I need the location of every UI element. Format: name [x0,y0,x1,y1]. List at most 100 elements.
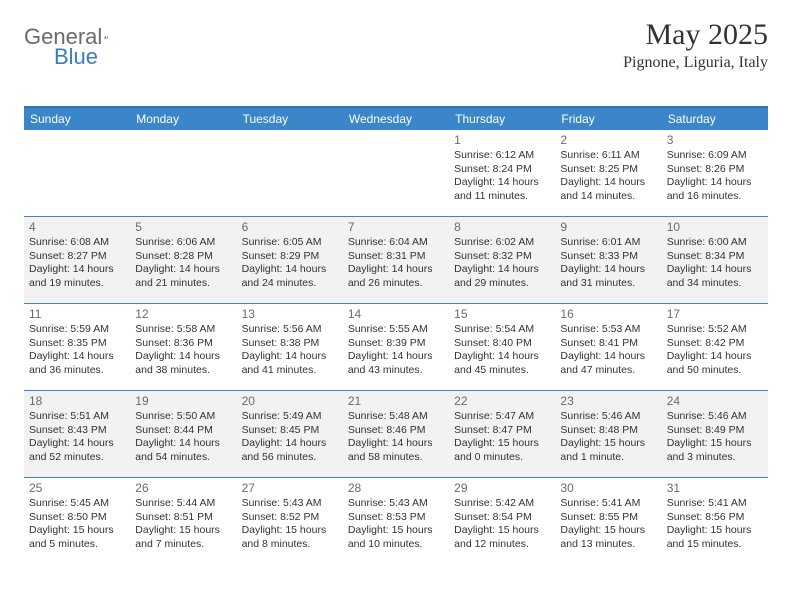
calendar-cell: 23Sunrise: 5:46 AMSunset: 8:48 PMDayligh… [555,391,661,477]
calendar-cell: 30Sunrise: 5:41 AMSunset: 8:55 PMDayligh… [555,478,661,564]
daylight-text: Daylight: 14 hours and 29 minutes. [454,263,550,290]
logo-word2-wrap: Blue [54,44,98,70]
day-number: 12 [135,307,231,321]
sunrise-text: Sunrise: 5:55 AM [348,323,444,337]
daylight-text: Daylight: 14 hours and 45 minutes. [454,350,550,377]
sunrise-text: Sunrise: 5:44 AM [135,497,231,511]
sunrise-text: Sunrise: 5:54 AM [454,323,550,337]
weekday-header: Monday [130,108,236,130]
day-number: 24 [667,394,763,408]
calendar-cell: 24Sunrise: 5:46 AMSunset: 8:49 PMDayligh… [662,391,768,477]
calendar-cell [130,130,236,216]
calendar-cell: 13Sunrise: 5:56 AMSunset: 8:38 PMDayligh… [237,304,343,390]
calendar-cell: 21Sunrise: 5:48 AMSunset: 8:46 PMDayligh… [343,391,449,477]
month-title: May 2025 [623,18,768,52]
logo-word2: Blue [54,44,98,69]
daylight-text: Daylight: 14 hours and 31 minutes. [560,263,656,290]
calendar-cell: 5Sunrise: 6:06 AMSunset: 8:28 PMDaylight… [130,217,236,303]
sunrise-text: Sunrise: 5:41 AM [560,497,656,511]
calendar-week: 1Sunrise: 6:12 AMSunset: 8:24 PMDaylight… [24,130,768,216]
day-number: 17 [667,307,763,321]
daylight-text: Daylight: 15 hours and 5 minutes. [29,524,125,551]
sunset-text: Sunset: 8:53 PM [348,511,444,525]
daylight-text: Daylight: 15 hours and 8 minutes. [242,524,338,551]
weeks-container: 1Sunrise: 6:12 AMSunset: 8:24 PMDaylight… [24,130,768,564]
day-number: 11 [29,307,125,321]
day-number: 19 [135,394,231,408]
daylight-text: Daylight: 14 hours and 43 minutes. [348,350,444,377]
sunrise-text: Sunrise: 5:49 AM [242,410,338,424]
calendar-week: 25Sunrise: 5:45 AMSunset: 8:50 PMDayligh… [24,477,768,564]
title-block: May 2025 Pignone, Liguria, Italy [623,18,768,72]
sunset-text: Sunset: 8:38 PM [242,337,338,351]
day-number: 3 [667,133,763,147]
calendar-week: 18Sunrise: 5:51 AMSunset: 8:43 PMDayligh… [24,390,768,477]
calendar-cell: 17Sunrise: 5:52 AMSunset: 8:42 PMDayligh… [662,304,768,390]
logo-sail-icon [104,29,108,45]
calendar-week: 4Sunrise: 6:08 AMSunset: 8:27 PMDaylight… [24,216,768,303]
sunrise-text: Sunrise: 5:50 AM [135,410,231,424]
calendar-cell: 1Sunrise: 6:12 AMSunset: 8:24 PMDaylight… [449,130,555,216]
sunset-text: Sunset: 8:36 PM [135,337,231,351]
calendar-cell: 29Sunrise: 5:42 AMSunset: 8:54 PMDayligh… [449,478,555,564]
calendar-cell: 9Sunrise: 6:01 AMSunset: 8:33 PMDaylight… [555,217,661,303]
daylight-text: Daylight: 14 hours and 14 minutes. [560,176,656,203]
sunrise-text: Sunrise: 6:11 AM [560,149,656,163]
calendar-cell [24,130,130,216]
daylight-text: Daylight: 14 hours and 26 minutes. [348,263,444,290]
calendar-cell: 20Sunrise: 5:49 AMSunset: 8:45 PMDayligh… [237,391,343,477]
sunrise-text: Sunrise: 5:56 AM [242,323,338,337]
sunset-text: Sunset: 8:27 PM [29,250,125,264]
sunset-text: Sunset: 8:51 PM [135,511,231,525]
day-number: 2 [560,133,656,147]
day-number: 28 [348,481,444,495]
sunset-text: Sunset: 8:34 PM [667,250,763,264]
day-number: 10 [667,220,763,234]
sunrise-text: Sunrise: 5:53 AM [560,323,656,337]
sunset-text: Sunset: 8:29 PM [242,250,338,264]
day-number: 15 [454,307,550,321]
day-number: 25 [29,481,125,495]
calendar-page: General May 2025 Pignone, Liguria, Italy… [0,0,792,574]
day-number: 21 [348,394,444,408]
daylight-text: Daylight: 15 hours and 0 minutes. [454,437,550,464]
day-number: 8 [454,220,550,234]
day-number: 16 [560,307,656,321]
sunset-text: Sunset: 8:46 PM [348,424,444,438]
sunrise-text: Sunrise: 5:41 AM [667,497,763,511]
day-number: 20 [242,394,338,408]
weekday-header: Wednesday [343,108,449,130]
daylight-text: Daylight: 15 hours and 1 minute. [560,437,656,464]
daylight-text: Daylight: 14 hours and 16 minutes. [667,176,763,203]
day-number: 5 [135,220,231,234]
sunset-text: Sunset: 8:44 PM [135,424,231,438]
daylight-text: Daylight: 14 hours and 47 minutes. [560,350,656,377]
calendar-cell: 22Sunrise: 5:47 AMSunset: 8:47 PMDayligh… [449,391,555,477]
sunrise-text: Sunrise: 5:47 AM [454,410,550,424]
sunset-text: Sunset: 8:33 PM [560,250,656,264]
day-number: 14 [348,307,444,321]
daylight-text: Daylight: 15 hours and 7 minutes. [135,524,231,551]
sunset-text: Sunset: 8:49 PM [667,424,763,438]
daylight-text: Daylight: 15 hours and 10 minutes. [348,524,444,551]
sunset-text: Sunset: 8:55 PM [560,511,656,525]
sunset-text: Sunset: 8:50 PM [29,511,125,525]
sunrise-text: Sunrise: 5:45 AM [29,497,125,511]
day-number: 22 [454,394,550,408]
sunset-text: Sunset: 8:35 PM [29,337,125,351]
sunrise-text: Sunrise: 6:04 AM [348,236,444,250]
calendar-cell: 7Sunrise: 6:04 AMSunset: 8:31 PMDaylight… [343,217,449,303]
weekday-header: Tuesday [237,108,343,130]
daylight-text: Daylight: 14 hours and 38 minutes. [135,350,231,377]
calendar-cell: 3Sunrise: 6:09 AMSunset: 8:26 PMDaylight… [662,130,768,216]
daylight-text: Daylight: 14 hours and 52 minutes. [29,437,125,464]
weekday-header: Saturday [662,108,768,130]
day-number: 26 [135,481,231,495]
calendar-cell: 15Sunrise: 5:54 AMSunset: 8:40 PMDayligh… [449,304,555,390]
sunrise-text: Sunrise: 6:08 AM [29,236,125,250]
sunrise-text: Sunrise: 5:59 AM [29,323,125,337]
sunrise-text: Sunrise: 6:06 AM [135,236,231,250]
calendar-cell: 4Sunrise: 6:08 AMSunset: 8:27 PMDaylight… [24,217,130,303]
sunset-text: Sunset: 8:48 PM [560,424,656,438]
sunset-text: Sunset: 8:31 PM [348,250,444,264]
